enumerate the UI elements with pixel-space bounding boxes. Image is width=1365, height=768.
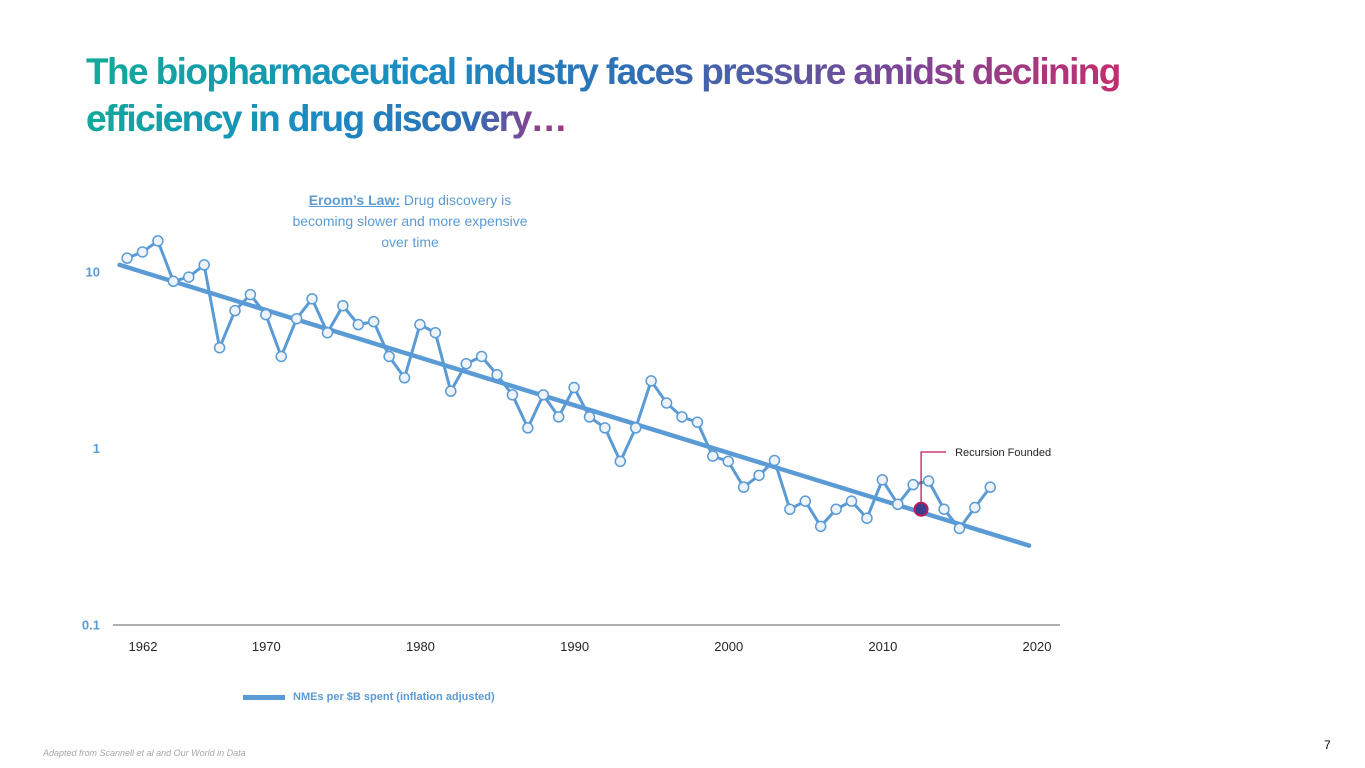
data-point: [737, 481, 750, 493]
data-point: [552, 411, 565, 423]
data-point: [198, 259, 210, 271]
data-point: [414, 318, 426, 331]
data-point: [907, 478, 919, 491]
data-point: [475, 350, 488, 363]
y-tick-labels: 0.1 1 10: [82, 265, 100, 633]
data-point: [383, 350, 395, 363]
data-point: [445, 385, 457, 397]
x-tick-label: 1980: [406, 639, 435, 654]
data-point: [429, 326, 442, 339]
data-point: [182, 271, 195, 283]
data-point: [614, 455, 627, 468]
data-point: [938, 503, 950, 515]
data-point: [845, 495, 858, 507]
data-point: [460, 358, 472, 370]
source-note: Adapted from Scannell et al and Our Worl…: [43, 748, 246, 758]
data-point: [522, 422, 534, 434]
slide-title: The biopharmaceutical industry faces pre…: [86, 48, 1186, 142]
data-point: [660, 397, 673, 409]
callout-leader-line: [920, 451, 947, 510]
data-point: [984, 481, 997, 493]
title-line-2: efficiency in drug discovery…: [86, 95, 1186, 142]
data-point: [337, 299, 349, 312]
data-point: [953, 522, 966, 535]
legend-swatch: [243, 694, 285, 700]
data-point: [152, 235, 164, 247]
data-point: [629, 422, 642, 434]
data-point: [583, 411, 596, 423]
x-tick-label: 2010: [868, 639, 897, 654]
data-point: [537, 389, 550, 401]
data-point: [275, 350, 287, 363]
highlighted-point: [913, 501, 929, 517]
data-point: [290, 312, 303, 325]
y-tick-label: 10: [86, 265, 100, 280]
data-point: [352, 318, 365, 331]
data-point: [491, 369, 503, 381]
erooms-law-label: Eroom’s Law:: [308, 192, 400, 208]
recursion-founded-callout: Recursion Founded: [913, 447, 1051, 517]
data-point: [799, 495, 812, 507]
data-point: [691, 416, 704, 428]
trend-line: [117, 262, 1032, 548]
x-tick-labels: 1962 1970 1980 1990 2000 2010 2020: [129, 639, 1052, 654]
data-point: [861, 512, 873, 524]
x-tick-label: 2000: [714, 639, 743, 654]
data-point: [167, 275, 180, 288]
data-point: [136, 246, 149, 258]
data-point: [784, 503, 796, 515]
erooms-law-annotation: Eroom’s Law: Drug discovery is becoming …: [285, 190, 535, 253]
data-point: [892, 498, 904, 511]
x-tick-label: 2020: [1023, 639, 1052, 654]
data-point: [213, 341, 226, 354]
data-point: [229, 304, 241, 317]
data-point: [645, 375, 657, 387]
y-tick-label: 1: [93, 441, 100, 456]
legend-label: NMEs per $B spent (inflation adjusted): [293, 691, 495, 703]
data-point: [321, 326, 334, 339]
data-point: [922, 475, 935, 487]
data-point: [260, 308, 272, 321]
data-points: [121, 235, 997, 535]
data-point: [722, 455, 734, 468]
data-point: [814, 520, 827, 533]
callout-label: Recursion Founded: [955, 447, 1051, 459]
data-point: [599, 422, 611, 434]
data-point: [707, 450, 719, 462]
data-point: [306, 293, 318, 305]
x-tick-label: 1962: [129, 639, 158, 654]
erooms-law-text: Drug discovery is becoming slower and mo…: [292, 192, 528, 250]
data-point: [768, 454, 781, 467]
series-line: [126, 239, 992, 530]
data-point: [506, 389, 519, 401]
x-tick-label: 1970: [252, 639, 281, 654]
page-number: 7: [1324, 738, 1331, 752]
data-point: [753, 469, 765, 482]
y-tick-label: 0.1: [82, 618, 100, 633]
data-point: [568, 381, 580, 394]
data-point: [398, 372, 411, 384]
data-point: [244, 288, 257, 301]
x-tick-label: 1990: [560, 639, 589, 654]
data-point: [367, 315, 380, 328]
data-point: [876, 474, 889, 486]
data-point: [676, 411, 688, 423]
data-point: [121, 252, 133, 264]
legend: NMEs per $B spent (inflation adjusted): [243, 691, 495, 703]
data-point: [969, 501, 981, 514]
data-point: [830, 503, 842, 515]
